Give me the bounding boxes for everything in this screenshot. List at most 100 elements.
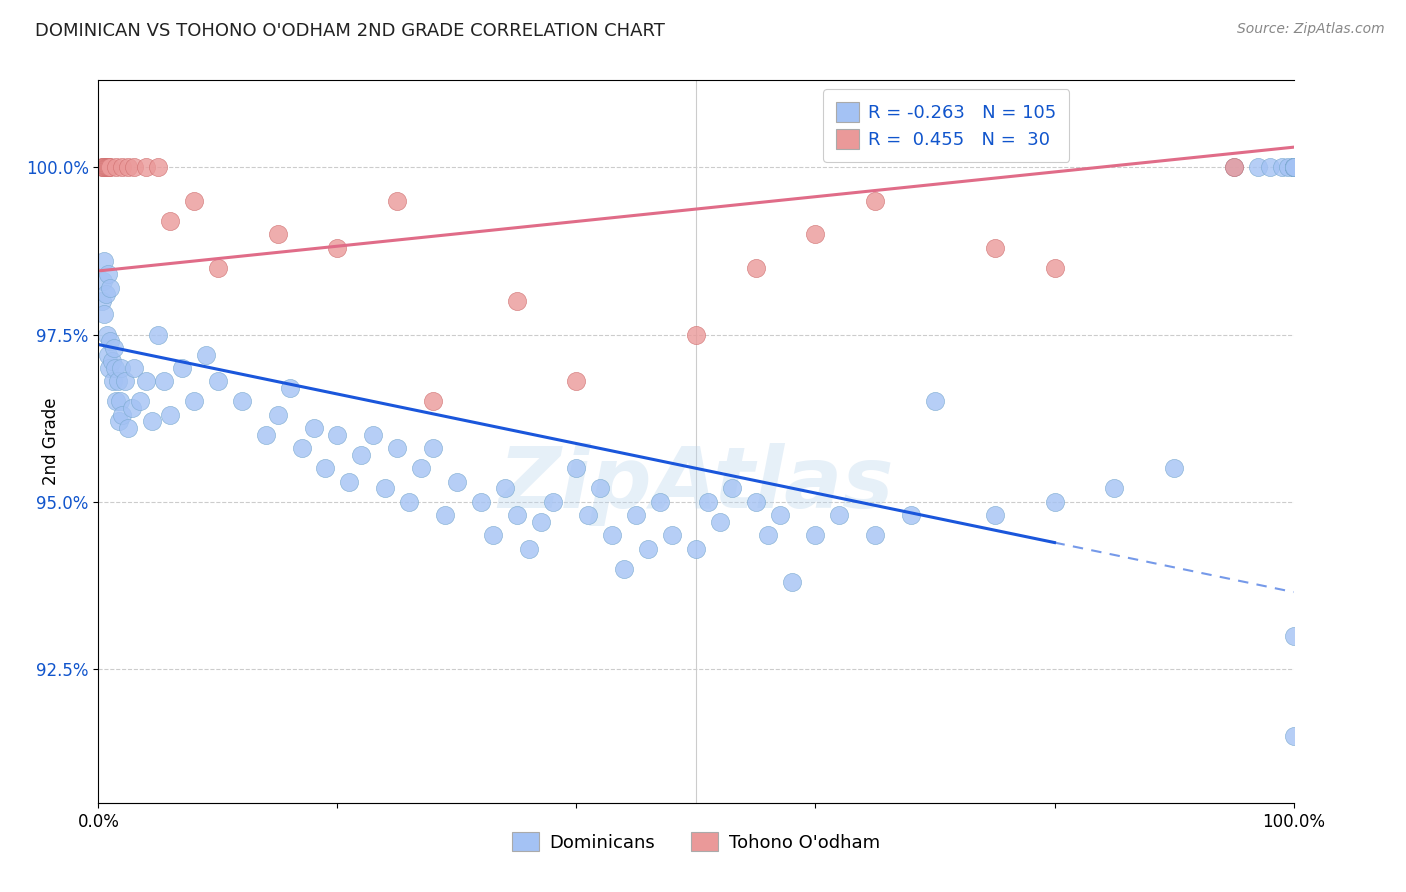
Point bbox=[207, 375, 229, 389]
Point bbox=[98, 161, 122, 175]
Point bbox=[804, 528, 827, 542]
Point bbox=[578, 508, 600, 523]
Point bbox=[1104, 482, 1126, 496]
Point bbox=[709, 515, 731, 529]
Point bbox=[565, 461, 588, 475]
Point bbox=[1282, 161, 1305, 175]
Point bbox=[267, 227, 290, 242]
Point bbox=[685, 541, 707, 556]
Point bbox=[121, 401, 143, 416]
Point bbox=[745, 495, 768, 509]
Point bbox=[117, 421, 139, 435]
Point bbox=[105, 394, 128, 409]
Point bbox=[159, 214, 181, 228]
Point bbox=[1282, 161, 1305, 175]
Point bbox=[93, 254, 115, 268]
Point bbox=[291, 442, 314, 456]
Point bbox=[1043, 495, 1066, 509]
Point bbox=[183, 394, 205, 409]
Point bbox=[745, 260, 768, 275]
Point bbox=[315, 461, 337, 475]
Point bbox=[756, 528, 779, 542]
Point bbox=[661, 528, 683, 542]
Point bbox=[98, 334, 122, 349]
Point bbox=[350, 448, 373, 462]
Point bbox=[1282, 161, 1305, 175]
Point bbox=[91, 294, 114, 309]
Point bbox=[93, 308, 115, 322]
Point bbox=[984, 508, 1007, 523]
Point bbox=[135, 161, 157, 175]
Point bbox=[613, 562, 636, 576]
Point bbox=[398, 495, 420, 509]
Point bbox=[183, 194, 205, 208]
Point bbox=[91, 161, 114, 175]
Point bbox=[107, 375, 129, 389]
Point bbox=[114, 375, 136, 389]
Point bbox=[124, 161, 146, 175]
Point bbox=[434, 508, 457, 523]
Point bbox=[1282, 161, 1305, 175]
Point bbox=[602, 528, 624, 542]
Point bbox=[530, 515, 553, 529]
Legend: Dominicans, Tohono O'odham: Dominicans, Tohono O'odham bbox=[505, 824, 887, 859]
Point bbox=[1258, 161, 1281, 175]
Point bbox=[506, 508, 529, 523]
Point bbox=[984, 241, 1007, 255]
Point bbox=[207, 260, 229, 275]
Point bbox=[231, 394, 253, 409]
Point bbox=[422, 442, 444, 456]
Point bbox=[1271, 161, 1294, 175]
Text: DOMINICAN VS TOHONO O'ODHAM 2ND GRADE CORRELATION CHART: DOMINICAN VS TOHONO O'ODHAM 2ND GRADE CO… bbox=[35, 22, 665, 40]
Point bbox=[470, 495, 492, 509]
Point bbox=[98, 361, 121, 376]
Point bbox=[91, 274, 114, 288]
Point bbox=[1277, 161, 1299, 175]
Point bbox=[153, 375, 176, 389]
Point bbox=[96, 161, 118, 175]
Point bbox=[91, 161, 114, 175]
Point bbox=[94, 161, 117, 175]
Point bbox=[96, 327, 118, 342]
Point bbox=[385, 194, 409, 208]
Point bbox=[1282, 161, 1305, 175]
Point bbox=[780, 575, 803, 590]
Point bbox=[446, 475, 468, 489]
Point bbox=[828, 508, 851, 523]
Point bbox=[97, 268, 120, 282]
Point bbox=[697, 495, 720, 509]
Point bbox=[650, 495, 672, 509]
Point bbox=[339, 475, 361, 489]
Point bbox=[278, 381, 301, 395]
Point bbox=[363, 428, 385, 442]
Point bbox=[1043, 260, 1066, 275]
Point bbox=[148, 161, 170, 175]
Point bbox=[1282, 161, 1305, 175]
Point bbox=[541, 495, 564, 509]
Point bbox=[124, 361, 146, 376]
Text: Source: ZipAtlas.com: Source: ZipAtlas.com bbox=[1237, 22, 1385, 37]
Point bbox=[1282, 161, 1305, 175]
Point bbox=[626, 508, 648, 523]
Point bbox=[117, 161, 139, 175]
Point bbox=[721, 482, 744, 496]
Point bbox=[422, 394, 444, 409]
Point bbox=[107, 415, 129, 429]
Point bbox=[637, 541, 659, 556]
Point bbox=[374, 482, 396, 496]
Point bbox=[804, 227, 827, 242]
Point bbox=[1282, 161, 1305, 175]
Point bbox=[865, 528, 887, 542]
Point bbox=[1223, 161, 1246, 175]
Point bbox=[110, 361, 132, 376]
Point bbox=[94, 287, 117, 301]
Point bbox=[589, 482, 612, 496]
Point bbox=[565, 375, 588, 389]
Point bbox=[101, 375, 124, 389]
Point bbox=[111, 161, 134, 175]
Point bbox=[326, 428, 349, 442]
Point bbox=[97, 348, 120, 362]
Point bbox=[865, 194, 887, 208]
Point bbox=[1247, 161, 1270, 175]
Point bbox=[482, 528, 505, 542]
